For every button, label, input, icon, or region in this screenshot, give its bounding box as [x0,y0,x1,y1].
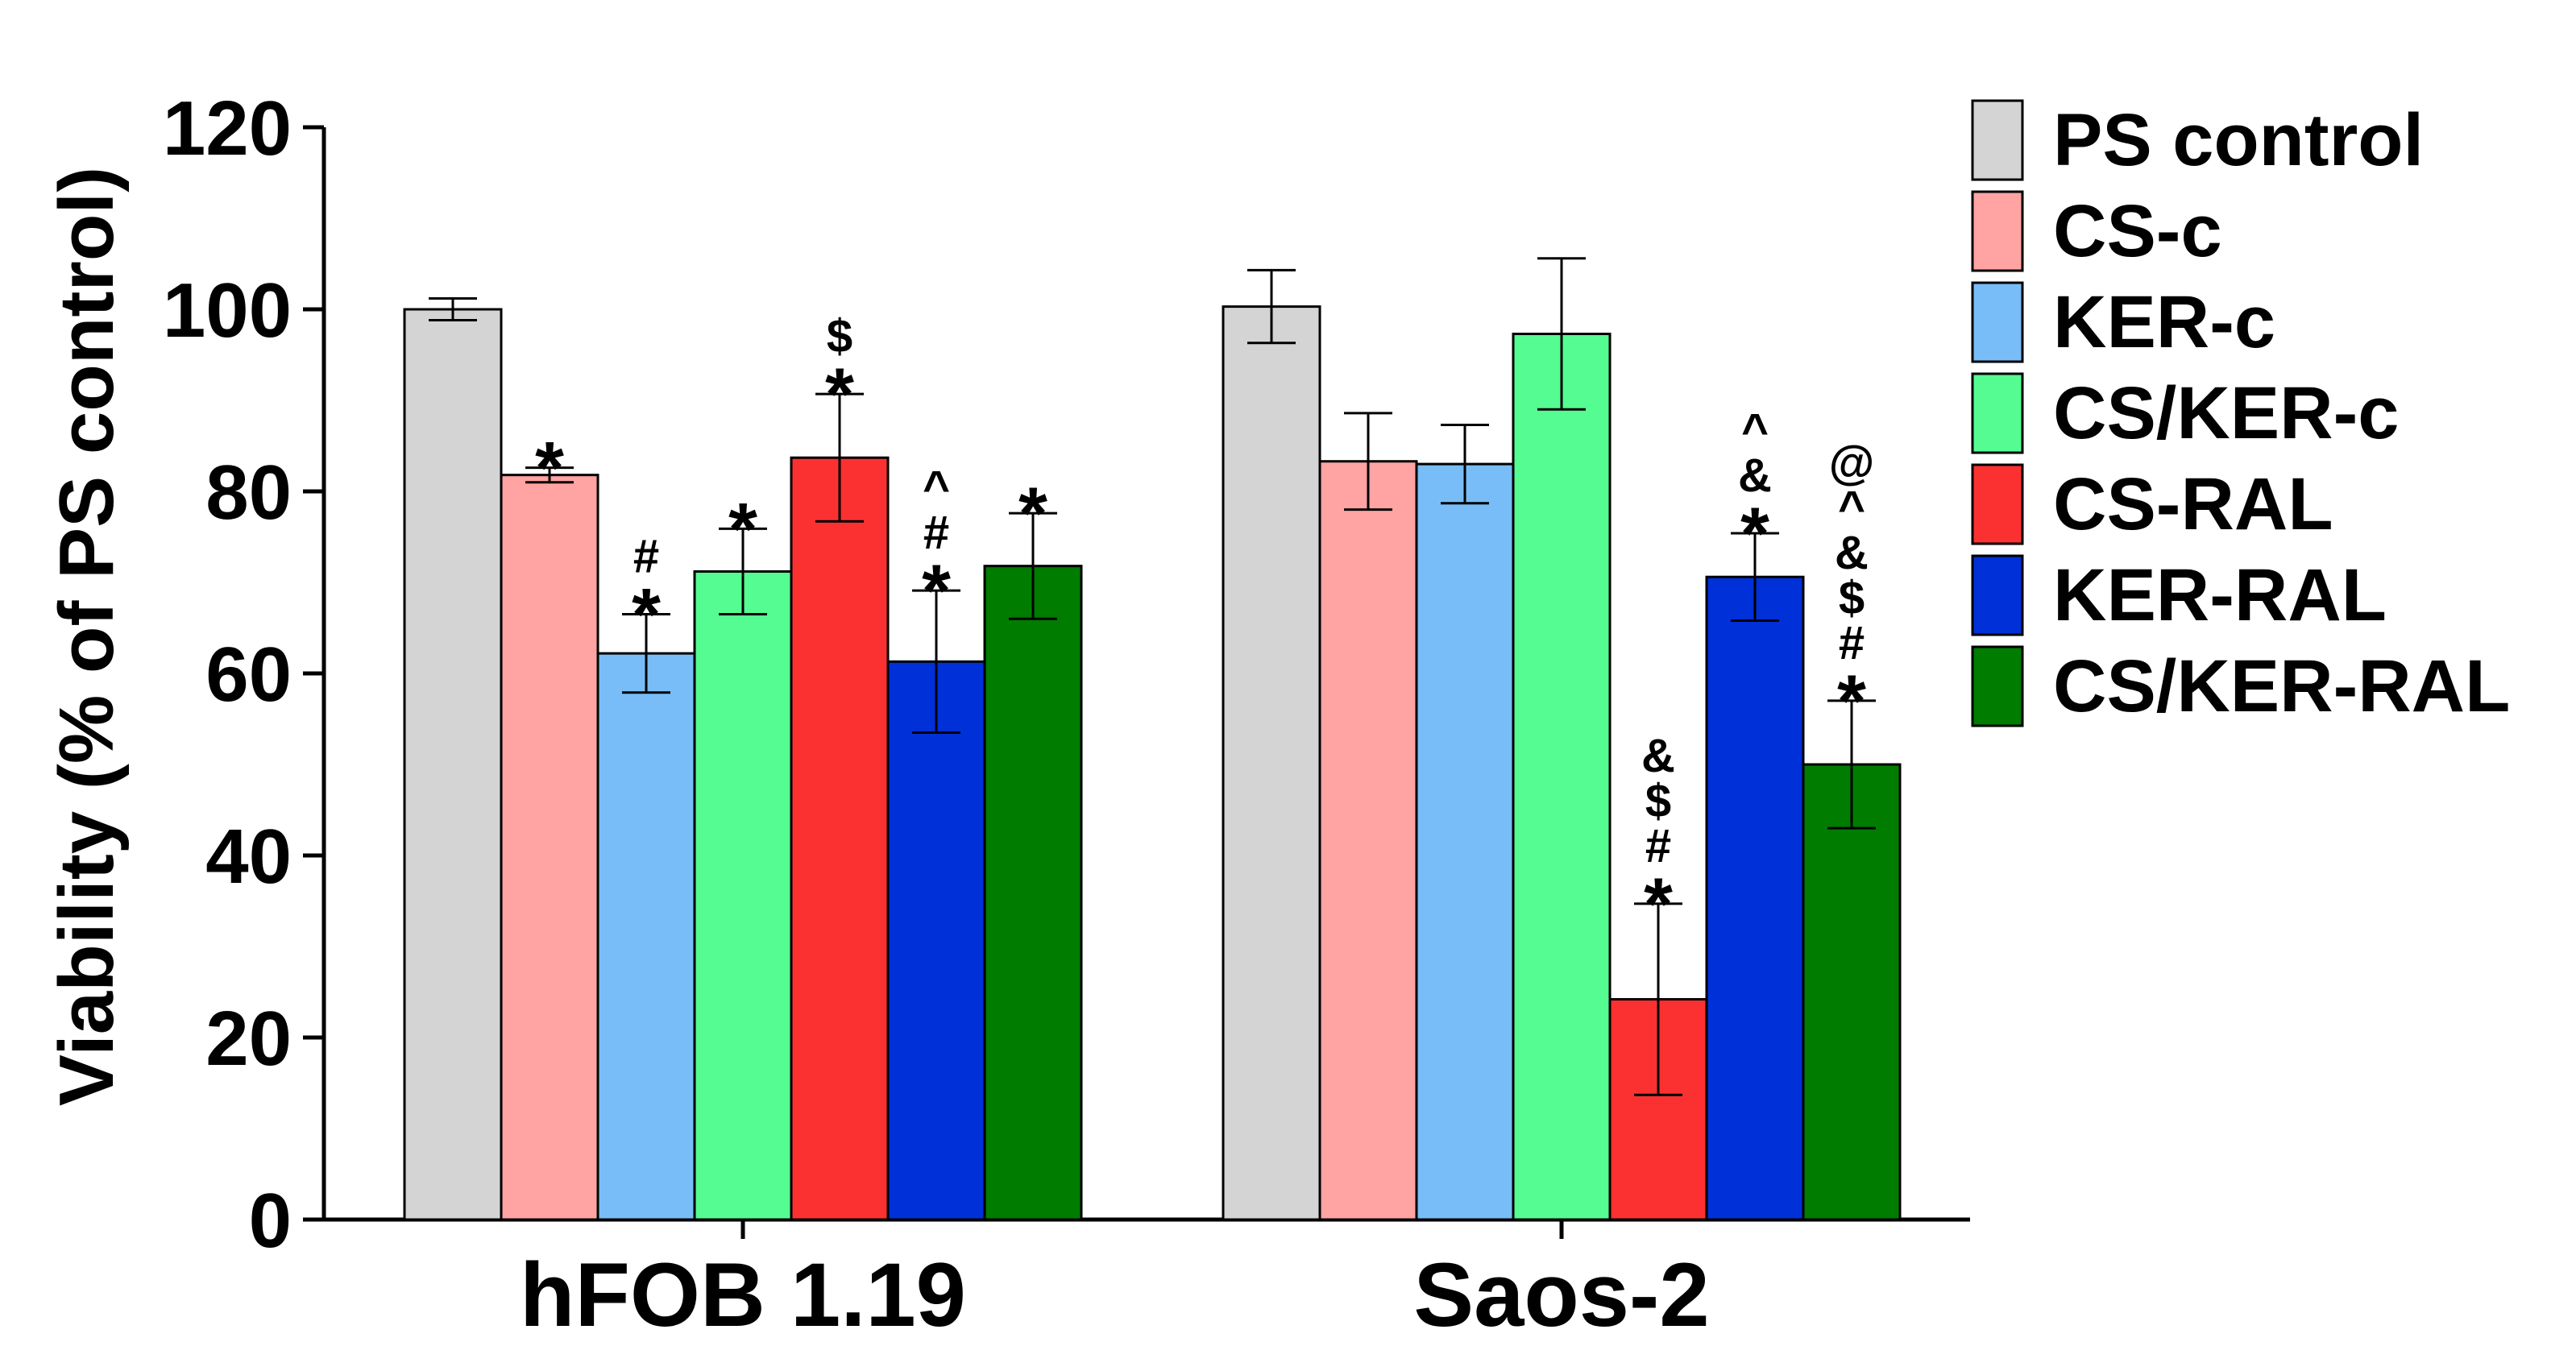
bar [693,570,793,1221]
x-category-label: Saos-2 [1413,1245,1709,1345]
legend-swatch [1971,372,2024,454]
y-tick-label: 20 [205,996,292,1082]
legend: PS control CS-c KER-c CS/KER-c CS-RAL KER-RAL… [1971,99,2510,727]
bar [596,652,696,1221]
significance-mark: # [1839,617,1865,669]
legend-label: CS-c [2053,190,2222,272]
x-category-label: hFOB 1.19 [520,1245,966,1345]
significance-mark: & [1641,730,1675,782]
significance-mark: * [825,354,854,436]
bar [886,660,986,1221]
legend-label: PS control [2053,99,2424,181]
significance-mark: & [1835,527,1869,579]
legend-label: CS-RAL [2053,463,2333,545]
bars: **# **$*#$&*#^*&^**#$&^@ [403,257,1902,1221]
bar [1512,333,1612,1221]
legend-swatch [1971,645,2024,727]
legend-label: CS/KER-RAL [2053,645,2510,727]
significance-mark: & [1738,449,1772,502]
y-tick-label: 80 [205,449,292,536]
significance-mark: ^ [1838,482,1865,534]
y-axis-title-group: Viability (% of PS control) [44,167,130,1106]
bar [983,565,1083,1221]
significance-mark: # [633,531,659,583]
y-tick-label: 60 [205,632,292,718]
significance-mark: ^ [1741,404,1769,457]
legend-swatch [1971,554,2024,636]
bar [1318,460,1418,1221]
axes: 0 20 40 60 80 100 120 hFOB 1.19 Saos-2 [163,85,1970,1345]
y-tick-label: 120 [163,85,292,172]
y-tick-label: 100 [163,267,292,354]
significance-mark: $ [827,310,852,362]
legend-swatch [1971,99,2024,181]
legend-label: CS/KER-c [2053,372,2399,454]
y-tick-label: 40 [205,814,292,900]
significance-mark: * [1837,661,1866,743]
bar [790,456,890,1221]
significance-mark: # [1645,820,1671,872]
y-axis-title: Viability (% of PS control) [44,167,130,1106]
significance-mark: * [535,428,564,510]
legend-swatch [1971,281,2024,363]
legend-swatch [1971,463,2024,545]
significance-mark: * [728,488,757,570]
bar [1802,763,1902,1221]
bar [403,308,503,1221]
significance-mark: * [1740,493,1769,575]
legend-label: KER-c [2053,281,2275,363]
bar [1705,575,1805,1221]
significance-mark: $ [1839,572,1865,624]
significance-mark: # [923,507,949,559]
bar [1415,462,1515,1221]
legend-label: KER-RAL [2053,554,2387,636]
significance-mark: * [922,550,951,632]
significance-mark: * [1018,473,1047,555]
significance-mark: @ [1829,437,1875,489]
significance-mark: * [1644,864,1673,946]
significance-mark: * [632,574,661,657]
legend-swatch [1971,190,2024,272]
bar [500,474,599,1221]
y-tick-label: 0 [249,1178,292,1264]
significance-mark: $ [1645,775,1671,827]
bar [1222,305,1321,1221]
significance-mark: ^ [923,462,950,514]
